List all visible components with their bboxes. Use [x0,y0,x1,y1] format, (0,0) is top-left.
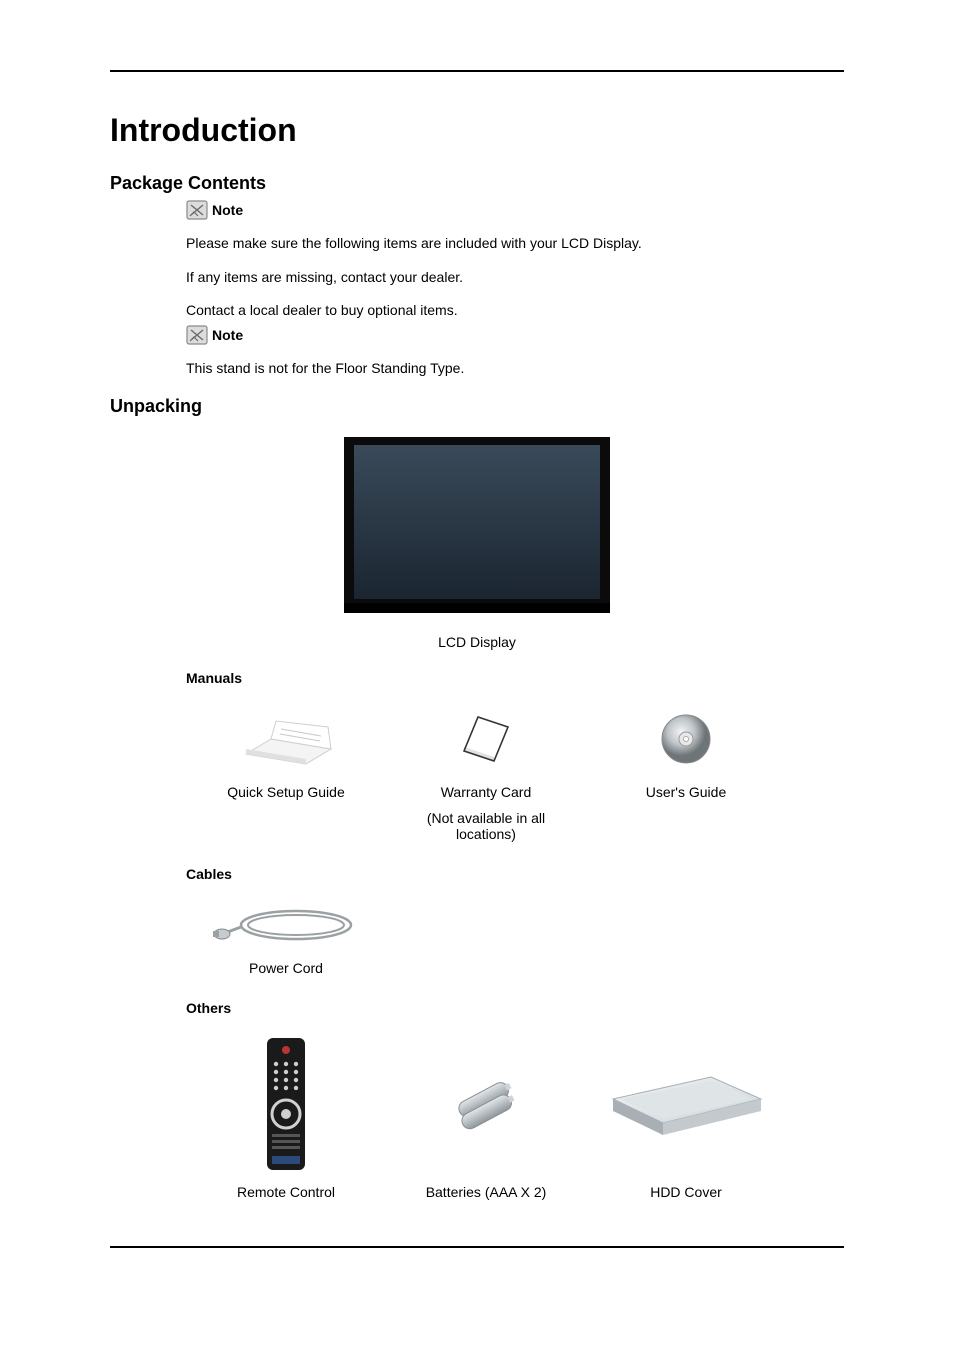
page-title: Introduction [110,112,844,149]
package-text-3: Contact a local dealer to buy optional i… [186,301,844,321]
top-rule [110,70,844,72]
quick-setup-guide-icon [236,709,336,769]
manual-item-warranty: Warranty Card (Not available in all loca… [386,698,586,848]
note-label: Note [212,202,243,218]
subsection-manuals: Manuals [186,670,844,686]
cd-icon [658,711,714,767]
item-label: User's Guide [596,784,776,800]
note-icon [186,200,208,220]
package-text-2: If any items are missing, contact your d… [186,268,844,288]
note-label: Note [212,327,243,343]
manual-item-users-guide: User's Guide [586,698,786,848]
item-label: Batteries (AAA X 2) [396,1184,576,1200]
lcd-caption: LCD Display [342,634,612,650]
note-row-2: Note [186,325,844,345]
item-label: Power Cord [196,960,376,976]
other-item-remote: Remote Control [186,1028,386,1206]
package-text-1: Please make sure the following items are… [186,234,844,254]
hdd-cover-icon [601,1059,771,1149]
item-label: HDD Cover [596,1184,776,1200]
other-item-hdd-cover: HDD Cover [586,1028,786,1206]
manual-item-quick-setup: Quick Setup Guide [186,698,386,848]
item-label: Remote Control [196,1184,376,1200]
package-content-block: Note Please make sure the following item… [186,200,844,378]
lcd-display-icon [342,435,612,615]
note-row-1: Note [186,200,844,220]
manuals-row: Quick Setup Guide Warranty Card (Not ava… [186,698,844,848]
section-unpacking: Unpacking [110,396,844,417]
section-package-contents: Package Contents [110,173,844,194]
bottom-rule [110,1246,844,1248]
subsection-others: Others [186,1000,844,1016]
warranty-card-icon [456,713,516,765]
cable-item-power-cord: Power Cord [186,894,386,982]
package-text-4: This stand is not for the Floor Standing… [186,359,844,379]
others-row: Remote Control [186,1028,844,1206]
remote-control-icon [261,1036,311,1172]
item-label: Quick Setup Guide [196,784,376,800]
note-icon [186,325,208,345]
cables-row: Power Cord [186,894,844,982]
subsection-cables: Cables [186,866,844,882]
item-label: Warranty Card [396,784,576,800]
item-sublabel: (Not available in all locations) [396,810,576,842]
batteries-icon [441,1069,531,1139]
other-item-batteries: Batteries (AAA X 2) [386,1028,586,1206]
lcd-display-figure: LCD Display [110,435,844,652]
power-cord-icon [211,903,361,947]
